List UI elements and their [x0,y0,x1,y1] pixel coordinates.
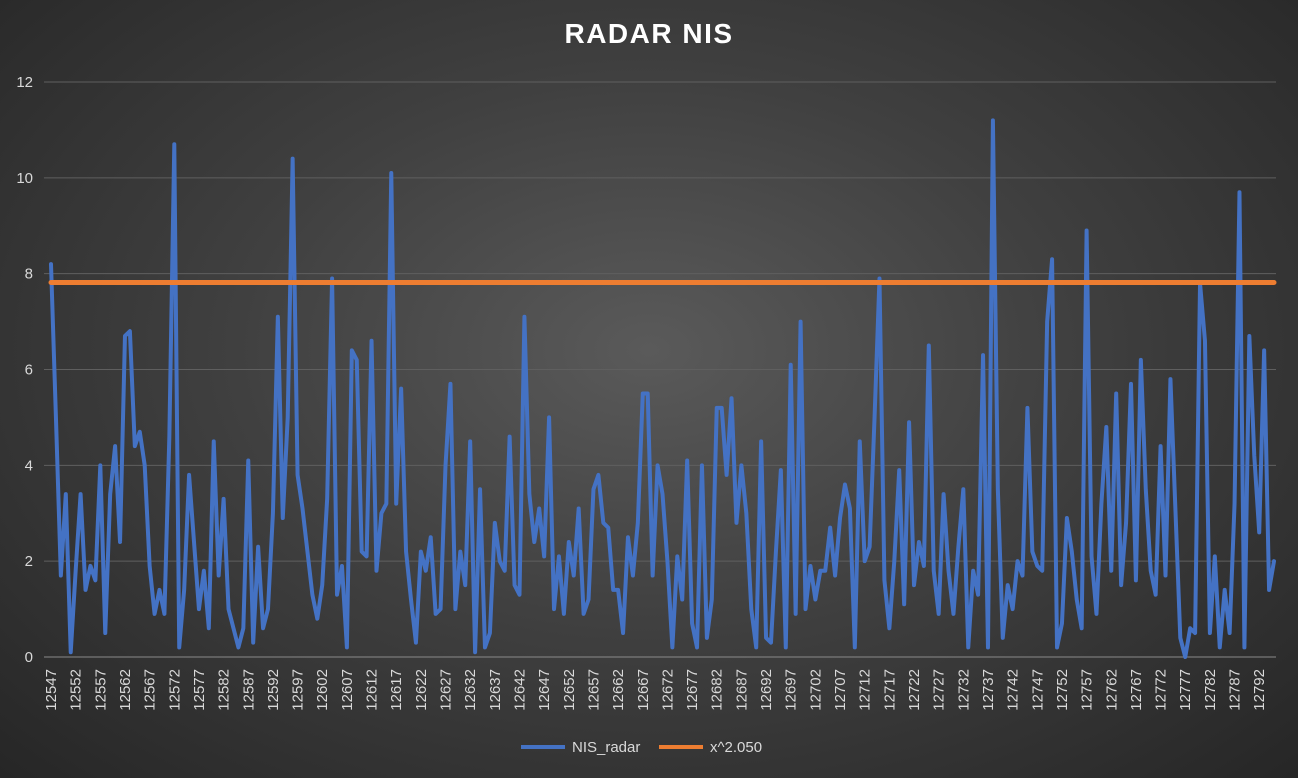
legend-label: x^2.050 [710,739,762,756]
x-tick-label: 12642 [511,669,528,711]
x-tick-label: 12632 [462,669,479,711]
x-tick-label: 12672 [659,669,676,711]
y-tick-label: 4 [25,457,33,474]
x-tick-label: 12772 [1153,669,1170,711]
x-tick-label: 12767 [1128,669,1145,711]
y-tick-label: 8 [25,266,33,283]
x-tick-label: 12677 [684,669,701,711]
x-tick-label: 12782 [1202,669,1219,711]
x-tick-label: 12682 [709,669,726,711]
x-tick-label: 12662 [610,669,627,711]
x-tick-label: 12557 [92,669,109,711]
x-tick-label: 12587 [240,669,257,711]
x-tick-label: 12757 [1079,669,1096,711]
y-tick-label: 6 [25,362,33,379]
x-tick-label: 12652 [561,669,578,711]
x-tick-label: 12637 [487,669,504,711]
legend: NIS_radar x^2.050 [521,739,762,756]
x-tick-label: 12792 [1251,669,1268,711]
x-tick-label: 12567 [142,669,159,711]
x-tick-label: 12562 [117,669,134,711]
legend-item-threshold: x^2.050 [659,739,762,756]
x-tick-label: 12722 [906,669,923,711]
x-tick-label: 12657 [585,669,602,711]
x-tick-label: 12727 [931,669,948,711]
x-tick-label: 12602 [314,669,331,711]
x-tick-label: 12577 [191,669,208,711]
x-tick-label: 12717 [881,669,898,711]
x-tick-label: 12622 [413,669,430,711]
x-tick-label: 12687 [733,669,750,711]
series-lines [48,118,1277,659]
x-tick-label: 12647 [536,669,553,711]
x-tick-label: 12762 [1103,669,1120,711]
x-tick-label: 12712 [857,669,874,711]
x-tick-label: 12612 [364,669,381,711]
x-tick-label: 12697 [783,669,800,711]
x-tick-label: 12752 [1054,669,1071,711]
y-tick-label: 2 [25,553,33,570]
x-tick-label: 12597 [290,669,307,711]
x-tick-label: 12777 [1177,669,1194,711]
x-tick-label: 12692 [758,669,775,711]
y-tick-label: 0 [25,649,33,666]
x-tick-label: 12552 [68,669,85,711]
y-axis-tick-labels: 0 2 4 6 8 10 12 [16,74,33,666]
x-tick-label: 12732 [955,669,972,711]
x-tick-label: 12572 [166,669,183,711]
legend-label: NIS_radar [572,739,640,756]
x-tick-label: 12592 [265,669,282,711]
x-tick-label: 12582 [216,669,233,711]
x-tick-label: 12742 [1005,669,1022,711]
y-tick-label: 10 [16,170,33,187]
legend-item-nis-radar: NIS_radar [521,739,640,756]
series-line-nis-radar [49,118,1276,659]
x-tick-label: 12607 [339,669,356,711]
x-axis-tick-labels: 12547 12552 12557 12562 12567 12572 12577 12582… [43,669,1268,711]
x-tick-label: 12787 [1227,669,1244,711]
x-tick-label: 12547 [43,669,60,711]
chart-title: RADAR NIS [564,18,734,49]
x-tick-label: 12627 [438,669,455,711]
y-tick-label: 12 [16,74,33,91]
x-tick-label: 12737 [980,669,997,711]
x-tick-label: 12667 [635,669,652,711]
x-tick-label: 12617 [388,669,405,711]
x-tick-label: 12747 [1029,669,1046,711]
x-tick-label: 12702 [807,669,824,711]
x-tick-label: 12707 [832,669,849,711]
